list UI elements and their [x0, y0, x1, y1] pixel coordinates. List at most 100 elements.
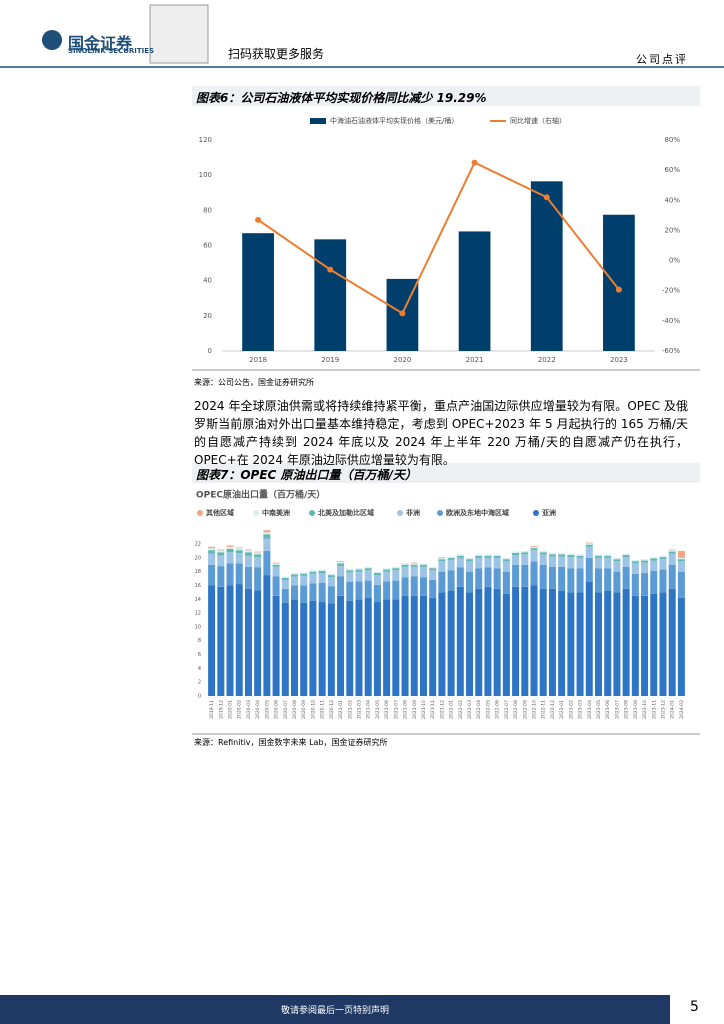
- y-tick-label: 10: [195, 624, 201, 630]
- paragraph: 2024 年全球原油供需或将持续维持紧平衡，重点产油国边际供应增量较为有限。OP…: [194, 399, 688, 467]
- bar-segment: [475, 568, 483, 589]
- bar-segment: [548, 588, 556, 696]
- bar-segment: [659, 557, 667, 560]
- bar-segment: [291, 585, 299, 600]
- x-tick-label: 2022-06: [495, 700, 501, 719]
- x-tick-label: 2020-06: [274, 700, 280, 719]
- bar-segment: [281, 576, 289, 578]
- bar-segment: [337, 563, 345, 567]
- bar-segment: [438, 557, 446, 560]
- bar-segment: [364, 566, 372, 569]
- brand: 国金证券: [68, 34, 133, 53]
- bar-segment: [392, 570, 400, 581]
- bar-segment: [373, 575, 381, 585]
- bar-segment: [300, 602, 308, 696]
- bar-segment: [300, 585, 308, 603]
- line-point: [327, 266, 334, 273]
- x-tick-label: 2021-02: [347, 700, 353, 719]
- bar-segment: [677, 557, 685, 560]
- bar-segment: [263, 550, 271, 576]
- bar-segment: [466, 559, 474, 562]
- x-tick-label: 2021-11: [430, 700, 436, 719]
- bar-segment: [558, 552, 566, 555]
- bar-segment: [272, 566, 280, 577]
- bar-segment: [567, 553, 575, 556]
- x-tick-label: 2023-01: [559, 700, 565, 719]
- bar-segment: [530, 550, 538, 562]
- y2-tick-label: 40%: [664, 196, 680, 204]
- x-tick-label: 2021-12: [439, 700, 445, 719]
- x-tick-label: 2020-03: [246, 700, 252, 719]
- bar-segment: [585, 557, 593, 582]
- bar-segment: [631, 559, 639, 562]
- bar-segment: [677, 597, 685, 696]
- bar-segment: [521, 552, 529, 555]
- bar-segment: [447, 590, 455, 696]
- bar-segment: [668, 549, 676, 551]
- bar-segment: [456, 554, 464, 556]
- bar-segment: [548, 552, 556, 555]
- bar-segment: [668, 588, 676, 696]
- bar-segment: [512, 551, 520, 553]
- bar-segment: [604, 590, 612, 696]
- source: 来源：公司公告，国金证券研究所: [194, 378, 314, 387]
- fig7-title-bg: [192, 463, 700, 483]
- bar-segment: [512, 552, 520, 556]
- bar-segment: [355, 571, 363, 582]
- bar-segment: [281, 588, 289, 603]
- x-tick-label: 2022-09: [522, 700, 528, 719]
- bar-segment: [659, 559, 667, 570]
- bar-segment: [226, 552, 234, 564]
- y-tick-label: 20: [195, 555, 201, 561]
- bar-segment: [272, 562, 280, 564]
- x-tick-label: 2023-04: [587, 700, 593, 719]
- y-tick-label: 60: [203, 242, 212, 250]
- bar-segment: [530, 561, 538, 586]
- y-tick-label: 0: [198, 694, 201, 700]
- legend-label: 欧洲及东地中海区域: [446, 508, 509, 517]
- bar-segment: [631, 561, 639, 564]
- bar-segment: [659, 555, 667, 558]
- report-type: 公司点评: [636, 53, 688, 66]
- x-tick-label: 2023-07: [614, 700, 620, 719]
- bar-segment: [263, 530, 271, 533]
- bar-segment: [235, 584, 243, 696]
- bar-segment: [410, 566, 418, 577]
- bar-segment: [613, 561, 621, 572]
- chart-title: OPEC原油出口量（百万桶/天）: [196, 489, 325, 501]
- bar-segment: [327, 573, 335, 576]
- x-tick-label: 2019-11: [209, 700, 215, 719]
- x-tick-label: 2019: [321, 356, 339, 364]
- bar-segment: [539, 564, 547, 589]
- x-tick-label: 2020-04: [255, 700, 261, 719]
- legend-label: 同比增速（右轴）: [510, 116, 566, 125]
- bar-segment: [281, 602, 289, 696]
- line-point: [255, 216, 262, 223]
- bar-segment: [309, 583, 317, 601]
- bar-segment: [429, 597, 437, 696]
- x-tick-label: 2021: [466, 356, 484, 364]
- bar-segment: [217, 566, 225, 587]
- x-tick-label: 2023-06: [605, 700, 611, 719]
- bar-segment: [254, 551, 262, 553]
- legend-swatch: [437, 510, 443, 516]
- x-tick-label: 2021-10: [421, 700, 427, 719]
- y-tick-label: 4: [198, 666, 201, 672]
- bar-segment: [327, 577, 335, 587]
- bar-segment: [438, 592, 446, 696]
- y-tick-label: 2: [198, 680, 201, 686]
- x-tick-label: 2020-09: [301, 700, 307, 719]
- bar-segment: [373, 602, 381, 696]
- bar-segment: [244, 555, 252, 567]
- bar-segment: [419, 566, 427, 578]
- x-tick-label: 2022-11: [541, 700, 547, 719]
- bar-segment: [364, 568, 372, 571]
- bar-segment: [217, 549, 225, 551]
- bar-segment: [447, 570, 455, 591]
- bar-segment: [539, 552, 547, 555]
- bar-segment: [631, 573, 639, 596]
- y2-tick-label: -20%: [662, 287, 680, 295]
- bar-segment: [438, 559, 446, 562]
